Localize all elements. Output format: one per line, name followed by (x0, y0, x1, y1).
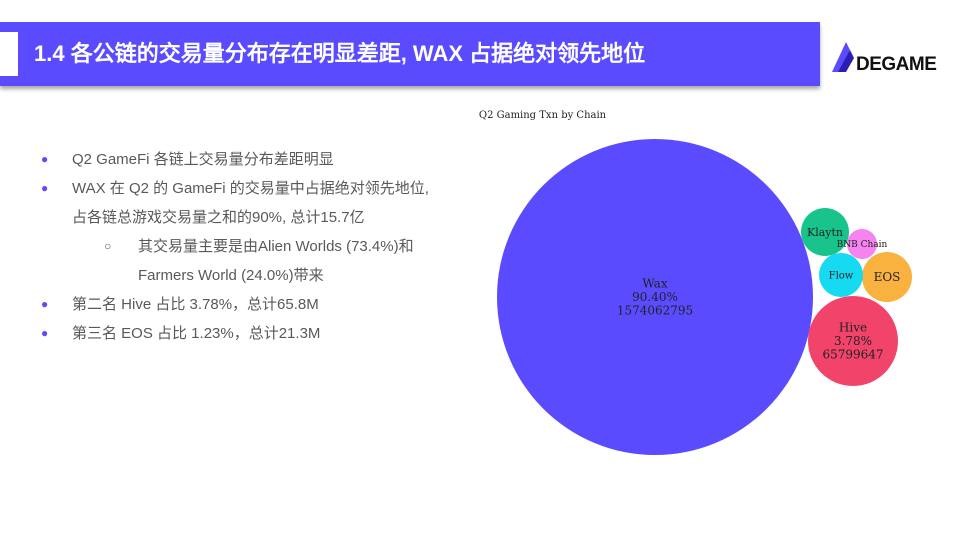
bullet-text-line: 其交易量主要是由Alien Worlds (73.4%)和 (138, 238, 414, 255)
bullet-list: ● Q2 GameFi 各链上交易量分布差距明显 ● WAX 在 Q2 的 GameF… (38, 145, 488, 348)
bullet-text-line: 第二名 Hive 占比 3.78%，总计65.8M (72, 296, 319, 313)
bubble-label: Wax (642, 277, 667, 291)
degame-logo: DEGAME (832, 42, 937, 75)
bubble-bnb-chain (847, 229, 877, 259)
bubble-value-label: 65799647 (822, 348, 883, 362)
bullet-item: ● WAX 在 Q2 的 GameFi 的交易量中占据绝对领先地位, 占各链总游戏交… (38, 174, 488, 232)
bubble-label: EOS (874, 270, 901, 284)
bullet-text-line: 占各链总游戏交易量之和的90%, 总计15.7亿 (72, 209, 365, 226)
bubble-hive (808, 296, 898, 386)
bubble-value-label: 1574062795 (617, 304, 693, 318)
bullet-dot-icon: ● (41, 297, 49, 311)
title-bar: 1.4 各公链的交易量分布存在明显差距, WAX 占据绝对领先地位 (0, 22, 820, 86)
bubble-label: Flow (829, 271, 854, 282)
bullet-ring-icon: ○ (104, 239, 112, 253)
page-title: 1.4 各公链的交易量分布存在明显差距, WAX 占据绝对领先地位 (34, 41, 646, 66)
bullet-item: ● Q2 GameFi 各链上交易量分布差距明显 (38, 145, 488, 174)
chart-title: Q2 Gaming Txn by Chain (478, 110, 607, 121)
bullet-text-line: Q2 GameFi 各链上交易量分布差距明显 (72, 151, 334, 168)
bullet-dot-icon: ● (41, 152, 49, 166)
bullet-dot-icon: ● (41, 181, 49, 195)
bullet-text-line: Farmers World (24.0%)带来 (138, 267, 324, 284)
bubble-eos (862, 252, 912, 302)
bubble-share-label: 3.78% (834, 334, 872, 348)
bubble-flow (819, 253, 863, 297)
bubble-label: Hive (839, 321, 867, 335)
bubble-klaytn (801, 208, 849, 256)
title-accent (0, 32, 18, 76)
bullet-text-line: 第三名 EOS 占比 1.23%，总计21.3M (72, 325, 321, 342)
bubble-wax (497, 139, 813, 455)
bullet-text-line: WAX 在 Q2 的 GameFi 的交易量中占据绝对领先地位, (72, 180, 429, 197)
bullet-dot-icon: ● (41, 326, 49, 340)
bubble-share-label: 90.40% (632, 290, 678, 304)
bullet-item: ● 第二名 Hive 占比 3.78%，总计65.8M (38, 290, 488, 319)
bubble-label: Klaytn (807, 226, 843, 239)
bubble-label: BNB Chain (837, 240, 888, 250)
svg-text:DEGAME: DEGAME (856, 54, 936, 75)
bullet-item: ○ 其交易量主要是由Alien Worlds (73.4%)和 Farmers Wo… (38, 232, 488, 290)
bullet-item: ● 第三名 EOS 占比 1.23%，总计21.3M (38, 319, 488, 348)
